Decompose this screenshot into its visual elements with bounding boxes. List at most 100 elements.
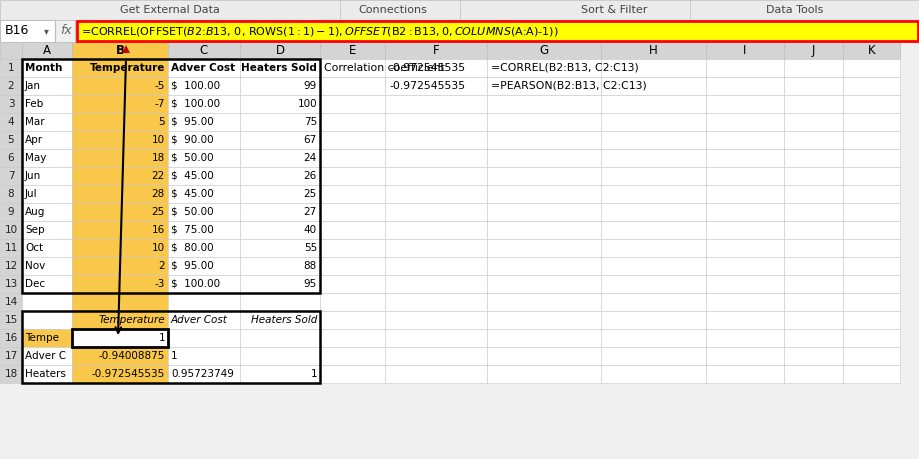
Bar (842, 221, 899, 239)
Text: Get External Data: Get External Data (120, 5, 220, 15)
Text: fx: fx (60, 24, 72, 38)
Bar (240, 347, 320, 365)
Text: Adver C: Adver C (25, 351, 66, 361)
Text: 55: 55 (303, 243, 317, 253)
Text: 12: 12 (5, 261, 17, 271)
Bar (600, 113, 705, 131)
Bar (842, 203, 899, 221)
Bar (486, 42, 600, 59)
Bar (0, 20, 919, 42)
Bar (320, 185, 384, 203)
Bar (168, 185, 240, 203)
Text: B: B (116, 44, 124, 57)
Bar (600, 149, 705, 167)
Bar (0, 185, 22, 203)
Bar (0, 59, 22, 77)
Bar (320, 365, 384, 383)
Bar (0, 149, 22, 167)
Bar (72, 95, 168, 113)
Bar (320, 347, 384, 365)
Bar (842, 293, 899, 311)
Text: C: C (199, 44, 208, 57)
Bar (22, 203, 72, 221)
Bar (600, 95, 705, 113)
Bar (486, 59, 600, 77)
Text: 100: 100 (297, 99, 317, 109)
Text: May: May (25, 153, 46, 163)
Bar (168, 149, 240, 167)
Text: K: K (867, 44, 874, 57)
Bar (320, 239, 384, 257)
Bar (168, 275, 240, 293)
Bar (600, 167, 705, 185)
Bar (168, 239, 240, 257)
Bar (22, 59, 320, 293)
Bar (320, 95, 384, 113)
Bar (384, 221, 486, 239)
Text: D: D (275, 44, 284, 57)
Bar (486, 239, 600, 257)
Bar (783, 329, 842, 347)
Text: H: H (649, 44, 657, 57)
Text: 8: 8 (7, 189, 15, 199)
Text: Apr: Apr (25, 135, 43, 145)
Bar (486, 113, 600, 131)
Bar (0, 221, 22, 239)
Bar (842, 239, 899, 257)
Bar (486, 149, 600, 167)
Text: Oct: Oct (25, 243, 43, 253)
Bar (320, 257, 384, 275)
Text: $  50.00: $ 50.00 (171, 207, 213, 217)
Bar (22, 257, 72, 275)
Bar (705, 113, 783, 131)
Bar (783, 95, 842, 113)
Bar (72, 59, 168, 77)
Bar (705, 275, 783, 293)
Bar (783, 257, 842, 275)
Bar (77, 21, 917, 41)
Bar (384, 365, 486, 383)
Text: 2: 2 (158, 261, 165, 271)
Bar (783, 59, 842, 77)
Bar (22, 113, 72, 131)
Bar (22, 95, 72, 113)
Text: $  100.00: $ 100.00 (171, 279, 220, 289)
Bar (168, 131, 240, 149)
Text: $  90.00: $ 90.00 (171, 135, 213, 145)
Bar (600, 59, 705, 77)
Bar (705, 347, 783, 365)
Bar (240, 257, 320, 275)
Bar (168, 95, 240, 113)
Bar (384, 347, 486, 365)
Bar (842, 95, 899, 113)
Bar (22, 275, 72, 293)
Bar (0, 239, 22, 257)
Bar (384, 239, 486, 257)
Text: 6: 6 (7, 153, 15, 163)
Text: =PEARSON(B2:B13, C2:C13): =PEARSON(B2:B13, C2:C13) (491, 81, 646, 91)
Bar (705, 257, 783, 275)
Text: -0.972545535: -0.972545535 (389, 81, 465, 91)
Bar (600, 293, 705, 311)
Text: Correlation coefficient: Correlation coefficient (323, 63, 444, 73)
Text: 15: 15 (5, 315, 17, 325)
Bar (0, 20, 55, 42)
Bar (72, 77, 168, 95)
Bar (240, 95, 320, 113)
Bar (168, 203, 240, 221)
Text: Feb: Feb (25, 99, 43, 109)
Bar (22, 347, 72, 365)
Bar (22, 239, 72, 257)
Bar (168, 42, 240, 59)
Text: 1: 1 (158, 333, 165, 343)
Bar (783, 167, 842, 185)
Bar (783, 131, 842, 149)
Text: 67: 67 (303, 135, 317, 145)
Bar (783, 77, 842, 95)
Text: $  100.00: $ 100.00 (171, 81, 220, 91)
Bar (320, 59, 384, 77)
Bar (22, 149, 72, 167)
Text: J: J (811, 44, 814, 57)
Bar (486, 365, 600, 383)
Text: 5: 5 (7, 135, 15, 145)
